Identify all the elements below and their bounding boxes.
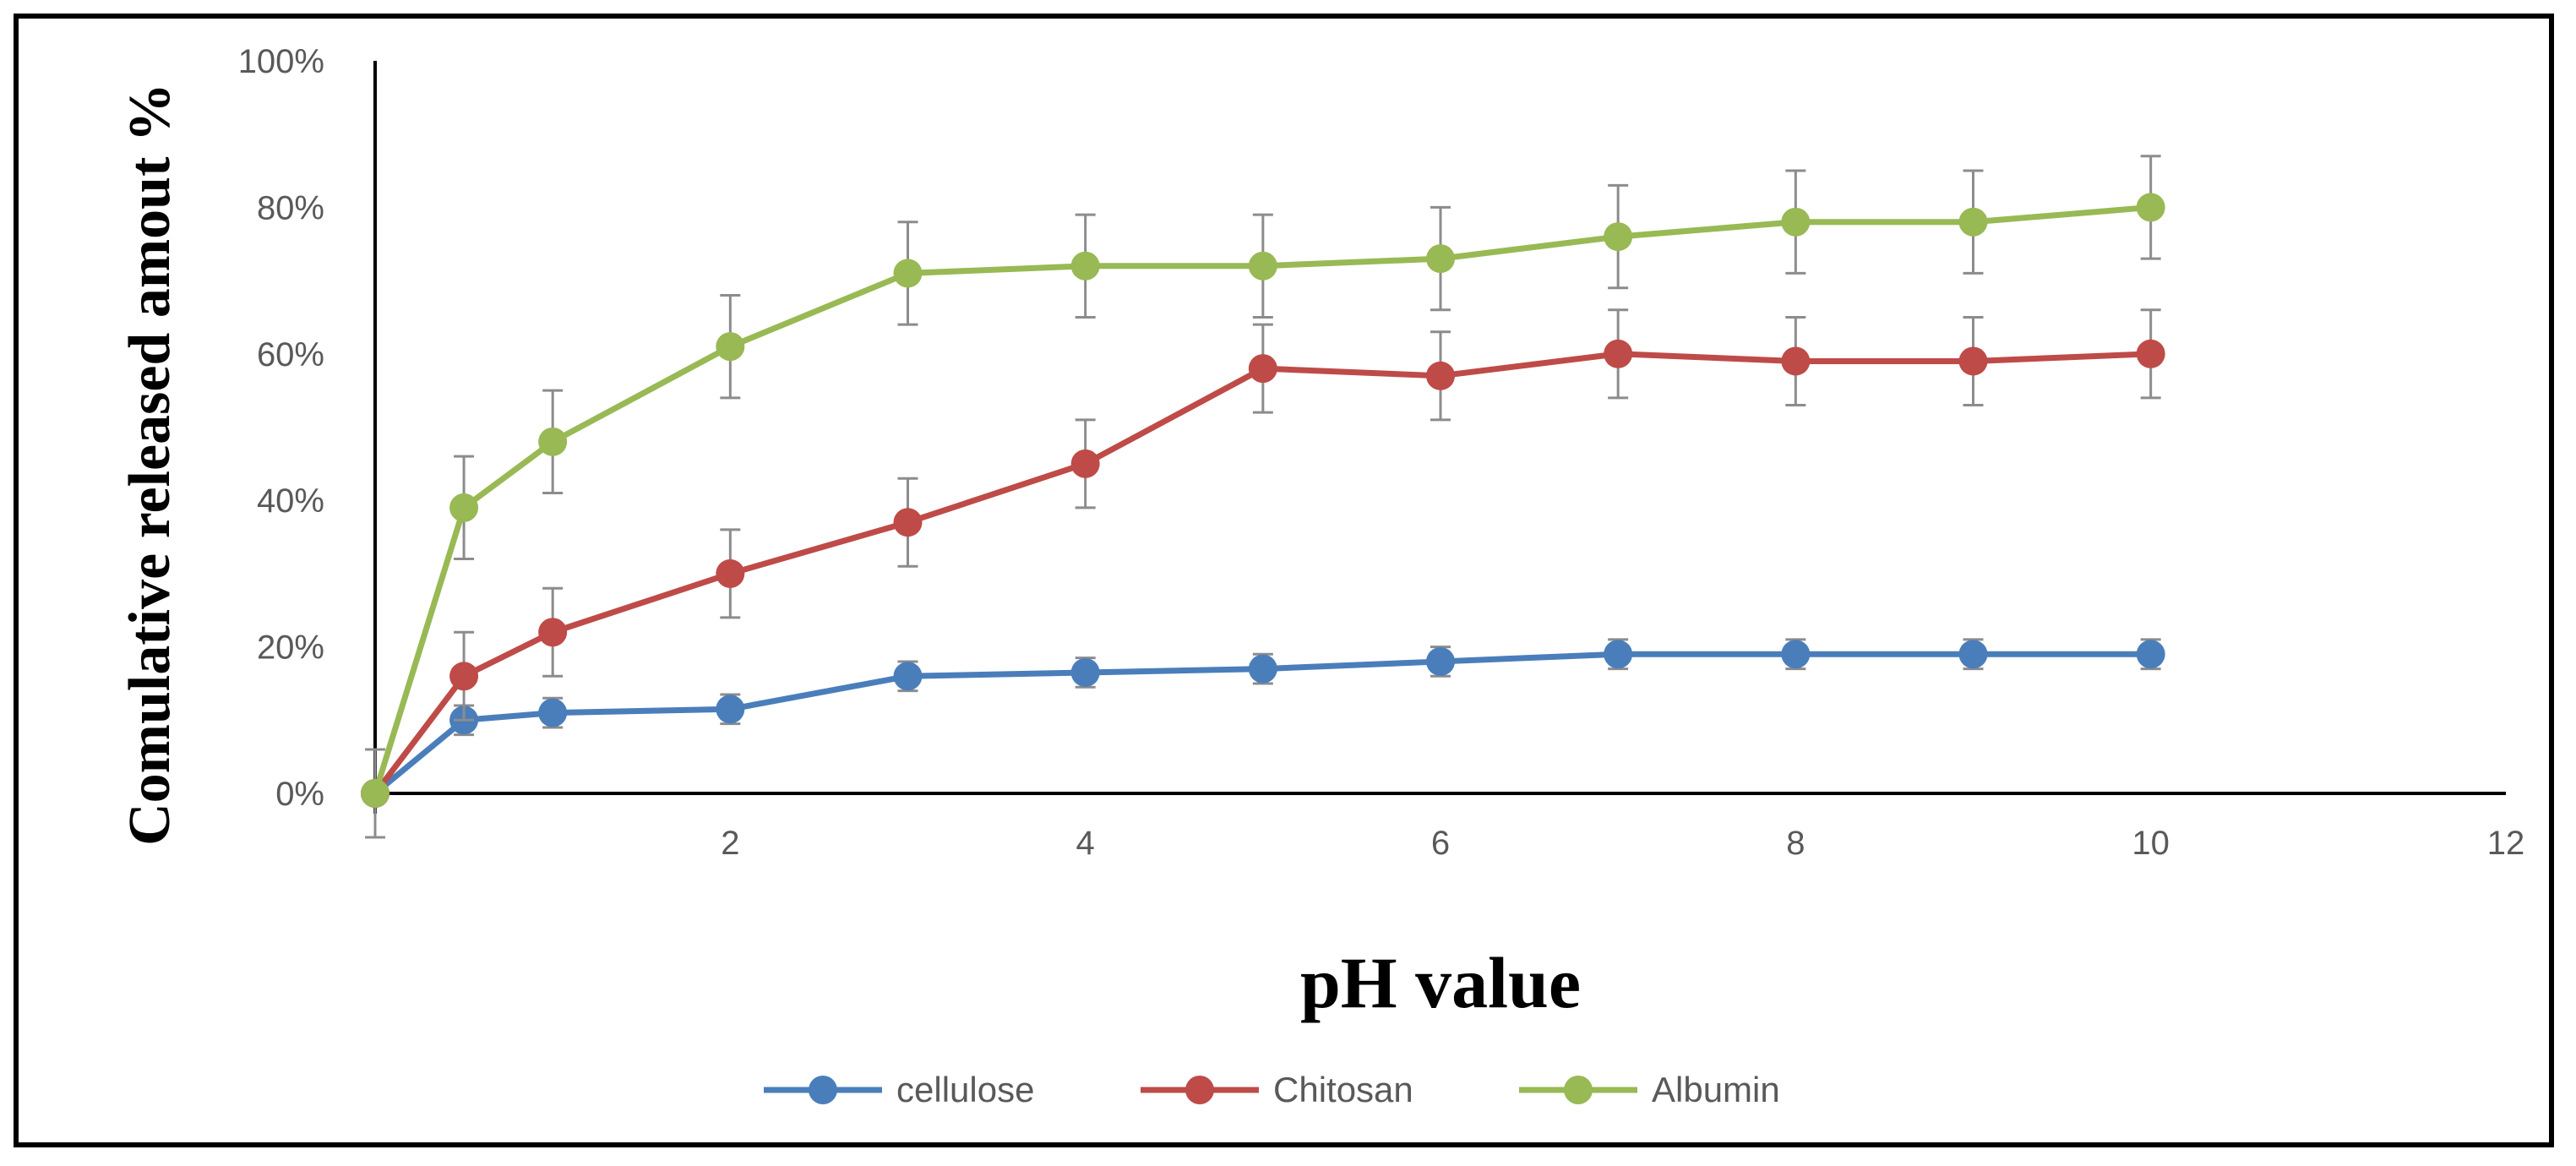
data-point (1070, 251, 1100, 281)
x-tick-label: 12 (2487, 825, 2525, 862)
x-axis-title: pH value (1300, 942, 1581, 1023)
y-tick-label: 40% (257, 482, 324, 520)
x-axis-ticks: 2 4 6 8 10 12 (721, 825, 2524, 862)
y-axis-ticks: 0% 20% 40% 60% 80% 100% (238, 43, 324, 813)
data-point (1604, 640, 1633, 669)
series-line (373, 351, 2151, 796)
data-point (449, 662, 479, 691)
data-point (1958, 207, 1988, 237)
legend-item-cellulose: cellulose (764, 1070, 1034, 1109)
data-point (538, 427, 568, 456)
data-point (1426, 361, 1455, 390)
data-point (1781, 640, 1811, 669)
data-point (1426, 244, 1455, 274)
y-tick-label: 80% (257, 189, 324, 226)
x-tick-label: 4 (1076, 825, 1095, 862)
legend-label: Albumin (1652, 1070, 1780, 1109)
series-albumin (361, 155, 2165, 839)
x-tick-label: 10 (2132, 825, 2170, 862)
y-tick-label: 20% (257, 629, 324, 667)
legend-label: Chitosan (1273, 1070, 1413, 1109)
y-tick-label: 0% (275, 776, 324, 813)
data-point (893, 508, 923, 537)
data-point (1781, 346, 1811, 376)
data-point (1070, 449, 1100, 478)
y-axis-title: Comulative released amout % (117, 83, 182, 846)
data-point (1604, 339, 1633, 368)
series-cellulose (361, 638, 2165, 839)
data-point (1426, 646, 1455, 676)
series-chitosan (361, 308, 2165, 839)
data-point (893, 259, 923, 288)
legend-label: cellulose (896, 1070, 1034, 1109)
data-point (716, 695, 745, 724)
data-point (1248, 251, 1277, 281)
data-point (1958, 640, 1988, 669)
data-point (2136, 640, 2165, 669)
legend-swatch-marker (1564, 1076, 1593, 1104)
data-point (361, 779, 389, 808)
series-line (372, 204, 2151, 795)
data-point (716, 558, 745, 588)
legend-swatch-marker (809, 1076, 837, 1104)
x-tick-label: 2 (721, 825, 739, 862)
data-point (1248, 654, 1277, 684)
y-tick-label: 60% (257, 336, 324, 373)
chart-frame (14, 14, 2554, 1147)
legend-item-albumin: Albumin (1519, 1070, 1780, 1109)
series-layer (361, 155, 2165, 839)
data-point (1781, 207, 1811, 237)
data-point (716, 332, 745, 362)
data-point (2136, 193, 2165, 222)
data-point (2136, 339, 2165, 368)
data-point (1604, 222, 1633, 252)
data-point (449, 493, 479, 522)
y-tick-label: 100% (238, 43, 324, 80)
data-point (538, 618, 568, 647)
data-point (1070, 657, 1100, 687)
data-point (1248, 354, 1277, 384)
x-tick-label: 6 (1431, 825, 1450, 862)
data-point (893, 662, 923, 691)
x-tick-label: 8 (1786, 825, 1805, 862)
data-point (538, 698, 568, 727)
legend-item-chitosan: Chitosan (1141, 1070, 1413, 1109)
legend: cellulose Chitosan Albumin (764, 1070, 1780, 1109)
legend-swatch-marker (1185, 1076, 1214, 1104)
data-point (1958, 346, 1988, 376)
series-line (373, 651, 2151, 796)
